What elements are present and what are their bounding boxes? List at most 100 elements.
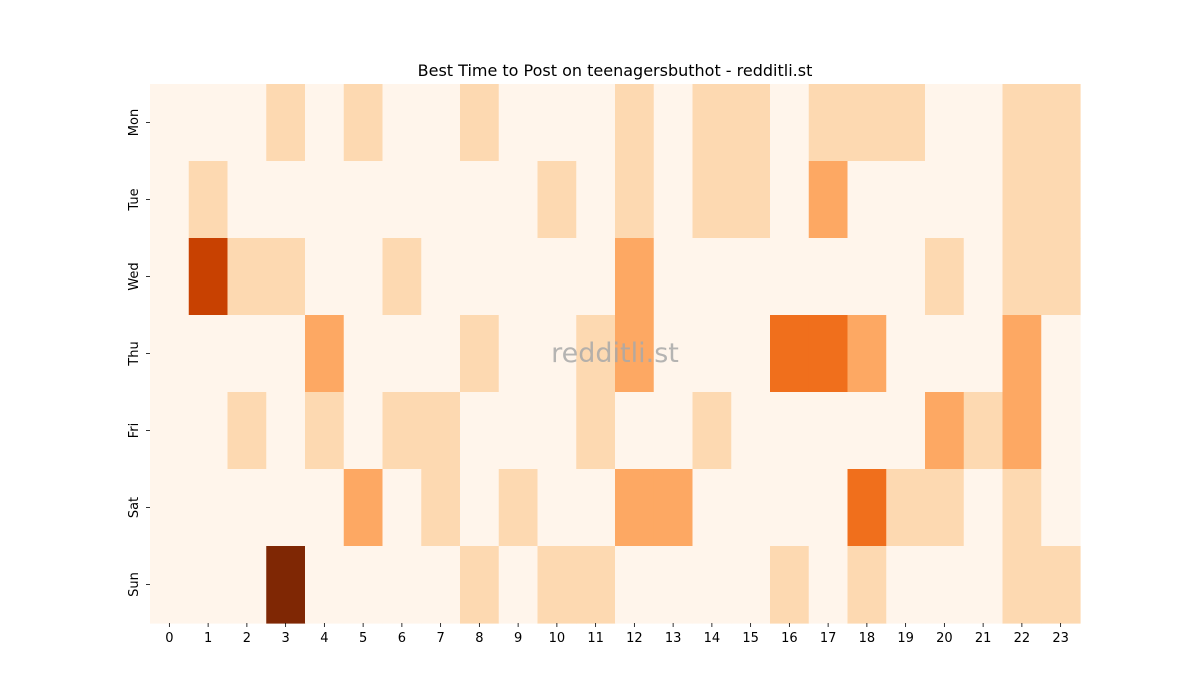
heatmap-cell-mon-23 — [1041, 84, 1081, 162]
heatmap-cell-mon-10 — [537, 84, 577, 162]
heatmap-cells — [150, 84, 1081, 624]
heatmap-cell-sat-4 — [305, 469, 345, 547]
heatmap-cell-sun-5 — [343, 546, 384, 624]
heatmap-cell-sun-7 — [421, 546, 461, 624]
heatmap-cell-wed-20 — [925, 238, 965, 316]
heatmap-cell-sat-22 — [1002, 469, 1042, 547]
heatmap-cell-mon-19 — [886, 84, 926, 162]
heatmap-cell-thu-11 — [576, 315, 616, 393]
heatmap-cell-mon-16 — [770, 84, 810, 162]
heatmap-cell-thu-8 — [460, 315, 500, 393]
heatmap-cell-tue-14 — [692, 161, 732, 239]
heatmap-cell-mon-12 — [615, 84, 655, 162]
heatmap-cell-sun-17 — [808, 546, 849, 624]
heatmap-cell-fri-20 — [925, 392, 965, 470]
x-tick-label: 16 — [781, 631, 798, 646]
heatmap-cell-fri-21 — [963, 392, 1004, 470]
heatmap-cell-sun-9 — [498, 546, 539, 624]
heatmap-cell-wed-3 — [266, 238, 306, 316]
y-tick-label: Sun — [127, 572, 142, 597]
x-tick-label: 8 — [475, 631, 483, 646]
heatmap-cell-sun-12 — [615, 546, 655, 624]
heatmap-cell-sun-16 — [770, 546, 810, 624]
heatmap-cell-wed-9 — [498, 238, 539, 316]
heatmap-cell-fri-10 — [537, 392, 577, 470]
heatmap-cell-thu-20 — [925, 315, 965, 393]
x-tick-label: 2 — [243, 631, 251, 646]
x-tick-label: 23 — [1052, 631, 1069, 646]
heatmap-cell-fri-3 — [266, 392, 306, 470]
heatmap-cell-fri-0 — [150, 392, 190, 470]
x-tick-label: 3 — [281, 631, 289, 646]
heatmap-cell-thu-2 — [227, 315, 267, 393]
heatmap-cell-sat-17 — [808, 469, 849, 547]
heatmap-cell-tue-21 — [963, 161, 1004, 239]
x-axis: 0 1 2 3 4 5 6 7 8 9 10 11 12 13 14 15 16 17 18 19 20 21 22 23 — [165, 623, 1069, 646]
y-tick-label: Mon — [127, 109, 142, 136]
heatmap-cell-sun-8 — [460, 546, 500, 624]
x-tick-label: 15 — [742, 631, 759, 646]
heatmap-cell-sun-20 — [925, 546, 965, 624]
heatmap-cell-fri-8 — [460, 392, 500, 470]
y-tick-label: Tue — [127, 188, 142, 211]
heatmap-cell-wed-16 — [770, 238, 810, 316]
heatmap-cell-thu-10 — [537, 315, 577, 393]
heatmap-cell-sun-13 — [653, 546, 694, 624]
heatmap-cell-fri-16 — [770, 392, 810, 470]
heatmap-cell-thu-4 — [305, 315, 345, 393]
heatmap-cell-sat-11 — [576, 469, 616, 547]
heatmap-cell-thu-17 — [808, 315, 849, 393]
y-tick-label: Fri — [127, 423, 142, 439]
heatmap-cell-mon-11 — [576, 84, 616, 162]
heatmap-cell-tue-7 — [421, 161, 461, 239]
heatmap-cell-sun-14 — [692, 546, 732, 624]
heatmap-cell-sat-5 — [343, 469, 384, 547]
heatmap-cell-tue-0 — [150, 161, 190, 239]
x-tick-label: 6 — [398, 631, 406, 646]
heatmap-cell-tue-18 — [847, 161, 887, 239]
heatmap-cell-mon-14 — [692, 84, 732, 162]
heatmap-cell-mon-0 — [150, 84, 190, 162]
heatmap-cell-fri-19 — [886, 392, 926, 470]
heatmap-cell-mon-3 — [266, 84, 306, 162]
heatmap-cell-wed-7 — [421, 238, 461, 316]
heatmap-cell-sat-0 — [150, 469, 190, 547]
heatmap-cell-sun-10 — [537, 546, 577, 624]
heatmap-cell-mon-21 — [963, 84, 1004, 162]
heatmap-cell-tue-22 — [1002, 161, 1042, 239]
heatmap-cell-mon-18 — [847, 84, 887, 162]
heatmap-cell-wed-2 — [227, 238, 267, 316]
heatmap-cell-mon-22 — [1002, 84, 1042, 162]
x-tick-label: 21 — [975, 631, 992, 646]
heatmap-cell-wed-14 — [692, 238, 732, 316]
x-tick-label: 10 — [549, 631, 566, 646]
x-tick-label: 14 — [704, 631, 721, 646]
heatmap-cell-sun-19 — [886, 546, 926, 624]
heatmap-cell-wed-15 — [731, 238, 771, 316]
heatmap-cell-sat-12 — [615, 469, 655, 547]
heatmap-cell-mon-9 — [498, 84, 539, 162]
heatmap-cell-fri-1 — [188, 392, 229, 470]
y-tick-label: Sat — [127, 497, 142, 518]
heatmap-cell-tue-23 — [1041, 161, 1081, 239]
heatmap-cell-tue-8 — [460, 161, 500, 239]
heatmap-cell-wed-21 — [963, 238, 1004, 316]
heatmap-cell-mon-2 — [227, 84, 267, 162]
heatmap-cell-wed-5 — [343, 238, 384, 316]
heatmap-cell-thu-5 — [343, 315, 384, 393]
heatmap-cell-thu-1 — [188, 315, 229, 393]
heatmap-cell-sun-1 — [188, 546, 229, 624]
heatmap-cell-sat-18 — [847, 469, 887, 547]
heatmap-cell-tue-4 — [305, 161, 345, 239]
x-tick-label: 11 — [587, 631, 604, 646]
heatmap-cell-mon-7 — [421, 84, 461, 162]
heatmap-cell-thu-23 — [1041, 315, 1081, 393]
heatmap-cell-sun-18 — [847, 546, 887, 624]
heatmap-cell-tue-15 — [731, 161, 771, 239]
heatmap-cell-wed-19 — [886, 238, 926, 316]
x-tick-label: 22 — [1014, 631, 1031, 646]
heatmap-cell-tue-20 — [925, 161, 965, 239]
heatmap-cell-wed-0 — [150, 238, 190, 316]
heatmap-cell-wed-23 — [1041, 238, 1081, 316]
heatmap-cell-fri-11 — [576, 392, 616, 470]
